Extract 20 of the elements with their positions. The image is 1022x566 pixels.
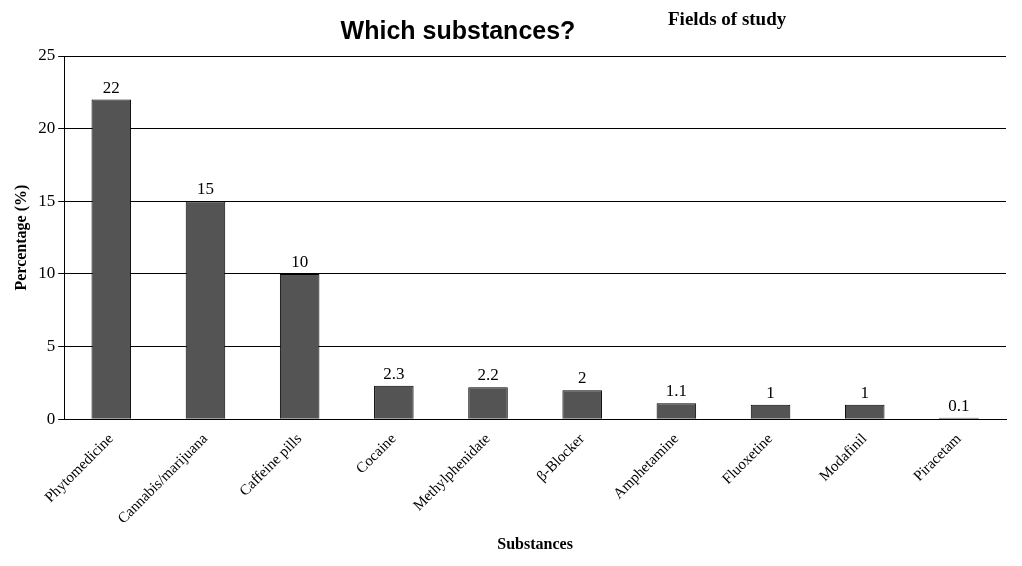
y-tick-label: 5	[46, 336, 56, 356]
data-label: 2.2	[477, 365, 499, 385]
y-tick-label: 25	[38, 45, 56, 65]
chart-title: Which substances?	[339, 16, 577, 45]
data-label: 1	[860, 382, 869, 402]
y-tick-label: 10	[38, 263, 56, 283]
data-label: 22	[102, 77, 120, 97]
data-label: 1	[766, 382, 775, 402]
y-tick-label: 0	[46, 408, 56, 428]
y-tick-label: 15	[38, 190, 56, 210]
data-label: 2.3	[383, 363, 405, 383]
data-label: 2	[577, 368, 587, 388]
data-label: 0.1	[948, 395, 970, 415]
chart-subtitle: Fields of study	[668, 8, 787, 30]
x-axis-title: Substances	[497, 534, 573, 552]
y-tick-label: 20	[38, 118, 56, 138]
data-label: 1.1	[665, 381, 687, 401]
y-axis-title: Percentage (%)	[11, 184, 30, 291]
data-label: 15	[196, 179, 214, 199]
data-label: 10	[291, 251, 309, 271]
